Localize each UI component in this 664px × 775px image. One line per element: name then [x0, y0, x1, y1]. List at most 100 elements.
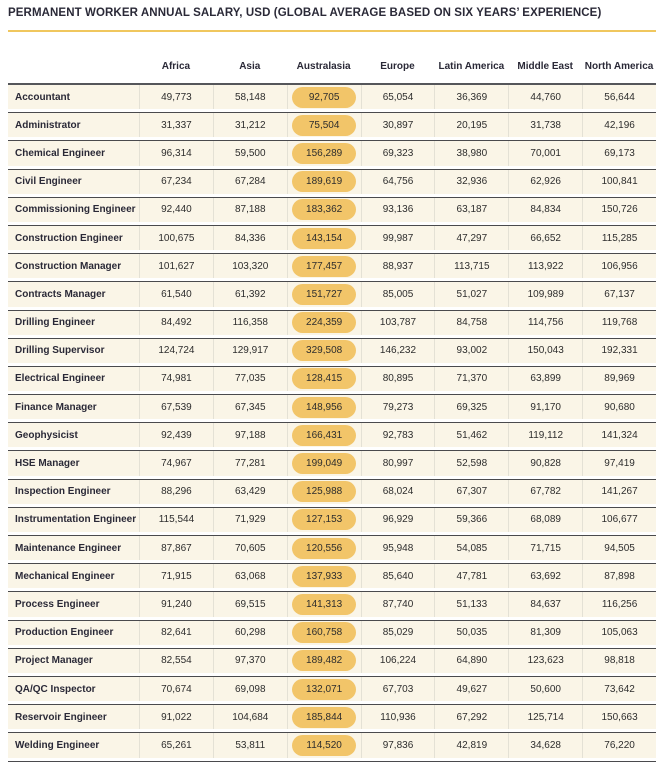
salary-value: 177,457	[286, 254, 361, 279]
salary-value: 109,989	[508, 282, 582, 307]
salary-value: 93,002	[434, 338, 508, 363]
highlighted-salary-pill: 92,705	[292, 86, 357, 108]
salary-value: 47,781	[434, 564, 508, 589]
salary-value: 63,899	[508, 366, 582, 392]
row-label: Construction Manager	[15, 260, 122, 272]
column-header-north-america: North America	[584, 61, 654, 72]
salary-value: 115,544	[139, 507, 213, 532]
table-row: Inspection Engineer 88,296 63,429 125,988 68…	[8, 479, 656, 508]
salary-value: 132,071	[286, 676, 361, 702]
salary-value: 183,362	[286, 197, 361, 222]
salary-value: 69,323	[360, 141, 435, 166]
salary-value: 97,370	[212, 648, 287, 673]
salary-value: 156,289	[286, 141, 361, 166]
salary-value: 96,314	[139, 141, 213, 166]
highlighted-salary-pill: 156,289	[292, 142, 357, 164]
table-row: Maintenance Engineer 87,867 70,605 120,556 9…	[8, 536, 656, 565]
salary-value: 87,188	[212, 197, 287, 222]
table-row: Reservoir Engineer 91,022 104,684 185,844 11…	[8, 705, 656, 734]
row-label: HSE Manager	[15, 458, 80, 470]
salary-value: 53,811	[212, 733, 287, 758]
salary-value: 141,324	[582, 423, 656, 448]
salary-value: 114,520	[286, 733, 361, 758]
salary-value: 125,988	[286, 479, 361, 504]
salary-value: 68,089	[508, 507, 582, 532]
salary-value: 329,508	[286, 338, 361, 363]
salary-value: 77,035	[212, 366, 287, 392]
salary-value: 113,922	[508, 254, 582, 279]
salary-value: 129,917	[212, 338, 287, 363]
table-row: Welding Engineer 65,261 53,811 114,520 97,83…	[8, 733, 656, 762]
salary-value: 63,068	[212, 564, 287, 589]
salary-value: 71,370	[434, 366, 508, 392]
salary-value: 88,937	[360, 254, 435, 279]
table-row: HSE Manager 74,967 77,281 199,049 80,997 52,5…	[8, 451, 656, 480]
salary-value: 54,085	[434, 536, 508, 561]
salary-value: 65,054	[360, 85, 435, 110]
page-title: PERMANENT WORKER ANNUAL SALARY, USD (GLO…	[8, 7, 602, 19]
salary-value: 88,296	[139, 479, 213, 504]
row-label: Accountant	[15, 91, 70, 103]
salary-value: 85,640	[360, 564, 435, 589]
row-label: Electrical Engineer	[15, 373, 106, 385]
salary-value: 106,677	[582, 507, 656, 532]
salary-value: 100,675	[139, 225, 213, 251]
row-label: Reservoir Engineer	[15, 711, 107, 723]
table-row: Instrumentation Engineer 115,544 71,929 127…	[8, 507, 656, 536]
salary-value: 92,440	[139, 197, 213, 222]
salary-value: 116,358	[212, 310, 287, 335]
table-header-row: Africa Asia Australasia Europe Latin America…	[8, 60, 656, 73]
table-row: Drilling Supervisor 124,724 129,917 329,508…	[8, 338, 656, 367]
salary-value: 47,297	[434, 225, 508, 251]
salary-value: 127,153	[286, 507, 361, 532]
row-label: Construction Engineer	[15, 232, 123, 244]
column-header-australasia: Australasia	[296, 61, 351, 72]
salary-value: 20,195	[434, 113, 508, 138]
salary-value: 67,307	[434, 479, 508, 504]
row-label: Mechanical Engineer	[15, 570, 115, 582]
salary-value: 71,929	[212, 507, 287, 532]
highlighted-salary-pill: 137,933	[292, 565, 357, 587]
table-row: Electrical Engineer 74,981 77,035 128,415 80…	[8, 366, 656, 396]
salary-value: 76,220	[582, 733, 656, 758]
salary-value: 146,232	[360, 338, 435, 363]
highlighted-salary-pill: 141,313	[292, 593, 357, 615]
salary-value: 61,540	[139, 282, 213, 307]
salary-value: 91,170	[508, 395, 582, 420]
salary-value: 70,674	[139, 676, 213, 702]
salary-value: 50,600	[508, 676, 582, 702]
salary-value: 106,224	[360, 648, 435, 673]
salary-value: 106,956	[582, 254, 656, 279]
row-label: Welding Engineer	[15, 739, 100, 751]
salary-value: 98,818	[582, 648, 656, 673]
salary-value: 128,415	[286, 366, 361, 392]
salary-value: 103,787	[360, 310, 435, 335]
table-row: Finance Manager 67,539 67,345 148,956 79,273…	[8, 395, 656, 424]
salary-value: 68,024	[360, 479, 435, 504]
salary-value: 63,429	[212, 479, 287, 504]
salary-value: 67,284	[212, 169, 287, 194]
salary-value: 90,828	[508, 451, 582, 476]
row-label: Civil Engineer	[15, 176, 82, 188]
salary-value: 66,652	[508, 225, 582, 251]
salary-value: 81,309	[508, 620, 582, 645]
salary-value: 62,926	[508, 169, 582, 194]
salary-value: 100,841	[582, 169, 656, 194]
row-label: Chemical Engineer	[15, 147, 106, 159]
highlighted-salary-pill: 329,508	[292, 340, 357, 362]
salary-value: 61,392	[212, 282, 287, 307]
salary-value: 70,001	[508, 141, 582, 166]
salary-value: 93,136	[360, 197, 435, 222]
column-header-africa: Africa	[161, 61, 191, 72]
salary-value: 115,285	[582, 225, 656, 251]
table-row: Chemical Engineer 96,314 59,500 156,289 69,3…	[8, 141, 656, 170]
salary-value: 94,505	[582, 536, 656, 561]
column-header-middle-east: Middle East	[517, 61, 573, 72]
row-label: Administrator	[15, 119, 81, 131]
salary-value: 34,628	[508, 733, 582, 758]
salary-value: 185,844	[286, 705, 361, 730]
column-header-latin-america: Latin America	[438, 61, 505, 72]
salary-value: 97,188	[212, 423, 287, 448]
salary-value: 89,969	[582, 366, 656, 392]
salary-value: 67,137	[582, 282, 656, 307]
